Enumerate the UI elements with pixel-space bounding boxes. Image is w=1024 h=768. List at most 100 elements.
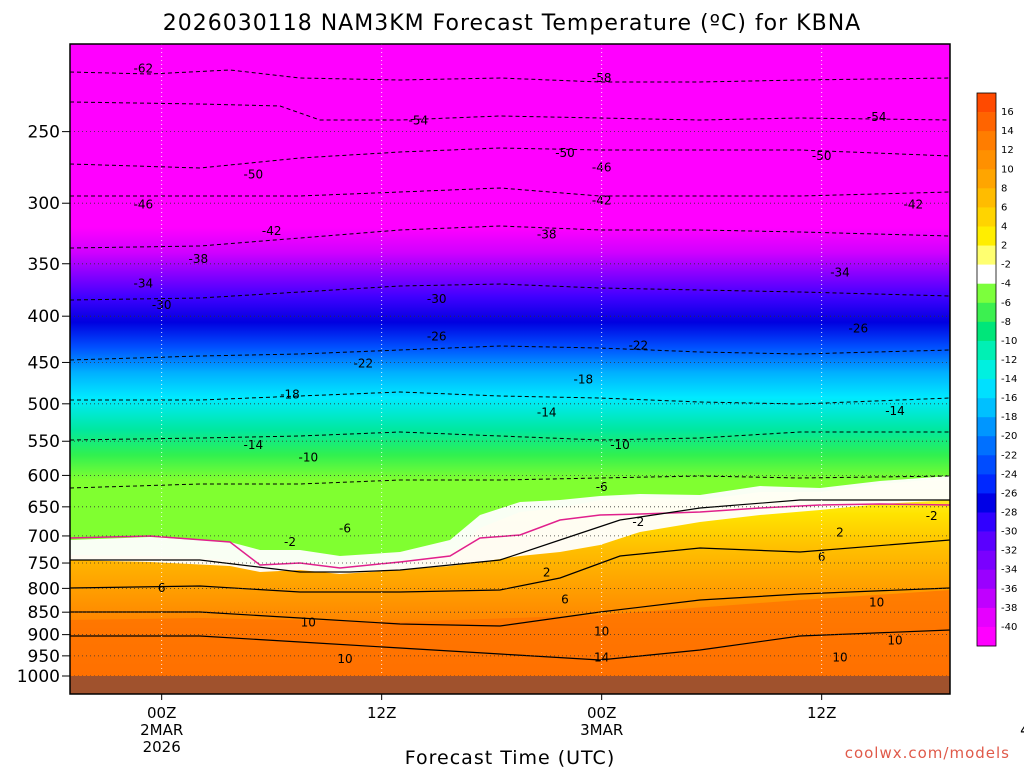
colorbar-swatch — [977, 474, 996, 494]
y-tick-label: 900 — [28, 626, 60, 646]
colorbar-swatch — [977, 436, 996, 456]
contour-label: 10 — [832, 651, 847, 665]
y-tick-label: 950 — [28, 647, 60, 667]
plot-area — [70, 44, 950, 676]
contour-label: -6 — [596, 480, 608, 494]
colorbar-swatch — [977, 112, 996, 132]
colorbar-label: 10 — [1001, 164, 1014, 175]
colorbar-label: 16 — [1001, 107, 1014, 118]
colorbar-swatch — [977, 588, 996, 609]
contour-label: -46 — [592, 161, 612, 175]
contour-label: -62 — [133, 62, 153, 76]
y-tick-label: 600 — [28, 466, 60, 486]
y-tick-label: 300 — [28, 194, 60, 214]
colorbar-swatch — [977, 245, 996, 265]
colorbar-swatch — [977, 226, 996, 246]
colorbar-swatch — [977, 379, 996, 399]
colorbar-swatch — [977, 417, 996, 437]
x-tick-label: 2MAR — [140, 721, 183, 739]
colorbar: 16 14 12 10 8 6 4 2 -2 -4 -6 -8 -10 -12 -14 -16 -18 -20 -2… — [976, 92, 1017, 647]
credit-link[interactable]: coolwx.com/models — [845, 744, 1010, 762]
ground-surface — [70, 676, 950, 694]
colorbar-label: 8 — [1001, 183, 1007, 194]
colorbar-label: -40 — [1001, 622, 1017, 633]
contour-label: 6 — [158, 581, 166, 595]
y-tick-label: 700 — [28, 527, 60, 547]
contour-label: 2 — [543, 565, 551, 579]
contour-label: -22 — [353, 356, 373, 370]
contour-label: -18 — [573, 373, 593, 387]
contour-label: 10 — [301, 616, 316, 630]
colorbar-label: -6 — [1001, 298, 1011, 309]
colorbar-swatch — [977, 607, 996, 628]
y-tick-label: 500 — [28, 395, 60, 415]
contour-label: -34 — [133, 276, 153, 290]
contour-label: -10 — [298, 450, 318, 464]
colorbar-label: -14 — [1001, 374, 1017, 385]
contour-label: -50 — [555, 146, 575, 160]
y-tick-label: 800 — [28, 579, 60, 599]
contour-label: 10 — [337, 652, 352, 666]
colorbar-label: -28 — [1001, 508, 1017, 519]
contour-label: -14 — [885, 404, 905, 418]
near-freezing-band — [70, 476, 950, 574]
contour-label: 10 — [594, 625, 609, 639]
contour-label: -46 — [133, 198, 153, 212]
colorbar-label: -16 — [1001, 393, 1017, 404]
colorbar-swatch — [977, 93, 996, 113]
colorbar-swatch — [977, 360, 996, 380]
colorbar-label: 12 — [1001, 145, 1014, 156]
contour-label: -54 — [408, 114, 428, 128]
colorbar-label: -18 — [1001, 412, 1017, 423]
contour-label: -54 — [867, 110, 887, 124]
colorbar-label: -26 — [1001, 488, 1017, 499]
contour-label: -10 — [610, 438, 630, 452]
colorbar-label: -24 — [1001, 469, 1017, 480]
chart-title: 2026030118 NAM3KM Forecast Temperature (… — [163, 11, 861, 36]
colorbar-swatch — [977, 264, 996, 284]
x-tick-label: 00Z — [587, 704, 616, 722]
x-tick-label: 4MAR — [1020, 721, 1024, 739]
colorbar-swatch — [977, 150, 996, 170]
x-axis: 00Z2MAR202612Z00Z3MAR12Z00Z4MAR — [140, 694, 1024, 756]
colorbar-swatch — [977, 455, 996, 475]
colorbar-label: -20 — [1001, 431, 1017, 442]
contour-label: -30 — [152, 298, 172, 312]
colorbar-label: -38 — [1001, 603, 1017, 614]
contour-label: -38 — [537, 228, 557, 242]
colorbar-label: 6 — [1001, 202, 1007, 213]
colorbar-frame — [976, 92, 997, 647]
colorbar-swatch — [977, 340, 996, 361]
warm-low-level-core — [70, 590, 950, 676]
contour-labels: -62-58-54 -54-50 -50-50-46-46-42 -42-42 -38-… — [133, 62, 938, 667]
contour-label: -26 — [427, 329, 447, 343]
contour-label: 14 — [594, 651, 609, 665]
colorbar-swatch — [977, 512, 996, 532]
colorbar-swatch — [977, 626, 996, 647]
contour-label: -38 — [188, 252, 208, 266]
colorbar-label: -34 — [1001, 565, 1017, 576]
contour-label: -18 — [280, 387, 300, 401]
plot-frame — [69, 43, 951, 695]
y-tick-label: 400 — [28, 307, 60, 327]
contour-label: -6 — [339, 522, 351, 536]
contour-label: 2 — [836, 526, 844, 540]
y-tick-label: 850 — [28, 603, 60, 623]
y-tick-label: 550 — [28, 432, 60, 452]
contour-label: -2 — [926, 509, 938, 523]
colorbar-label: -12 — [1001, 355, 1017, 366]
contour-label: 6 — [818, 550, 826, 564]
grid-lines — [70, 44, 950, 677]
colorbar-swatch — [977, 531, 996, 551]
contour-label: -2 — [284, 535, 296, 549]
colorbar-swatch — [977, 321, 996, 342]
colorbar-label: -32 — [1001, 546, 1017, 557]
colorbar-label: -2 — [1001, 260, 1011, 271]
contour-label: 10 — [887, 634, 902, 648]
contour-label: -30 — [427, 292, 447, 306]
contour-label: 6 — [561, 593, 569, 607]
x-tick-label: 00Z — [147, 704, 176, 722]
x-tick-label: 12Z — [807, 704, 836, 722]
contour-label: -26 — [848, 322, 868, 336]
